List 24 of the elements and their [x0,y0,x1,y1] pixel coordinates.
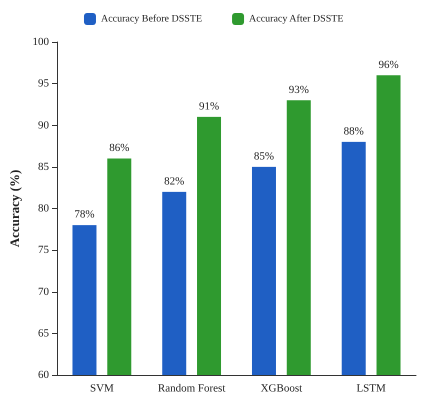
data-label: 85% [254,150,274,162]
legend-label: Accuracy Before DSSTE [100,14,202,24]
y-tick-label: 60 [38,369,50,381]
y-tick-label: 75 [38,244,50,256]
y-tick-label: 70 [38,286,50,298]
x-tick-label: SVM [90,382,114,394]
data-label: 96% [378,58,399,71]
data-label: 86% [109,142,130,154]
legend-label: Accuracy After DSSTE [249,14,344,24]
y-tick-label: 100 [32,36,50,48]
data-label: 93% [288,84,309,96]
y-tick-label: 80 [38,202,50,214]
x-tick-label: XGBoost [260,382,302,394]
x-tick-label: Random Forest [158,382,226,394]
data-label: 82% [164,175,184,188]
y-tick-label: 90 [38,119,50,132]
data-label: 91% [198,100,220,112]
y-axis-title: Accuracy (%) [7,170,22,248]
data-label: 88% [344,125,364,138]
data-label: 78% [74,208,95,221]
x-tick-label: LSTM [356,382,386,394]
y-tick-label: 95 [38,78,50,90]
y-tick-label: 85 [38,160,50,173]
y-tick-label: 65 [38,327,50,340]
